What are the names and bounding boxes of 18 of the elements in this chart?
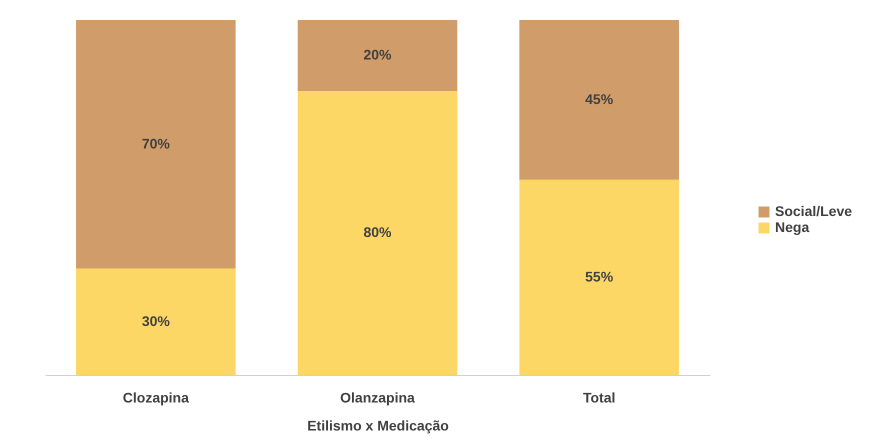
bar <box>298 91 458 375</box>
legend-label: Nega <box>775 219 810 235</box>
bar <box>519 20 679 180</box>
legend-label: Social/Leve <box>775 203 852 219</box>
data-label: 30% <box>142 312 170 329</box>
bar <box>76 20 236 268</box>
data-label: 55% <box>585 268 614 284</box>
bar <box>298 20 458 91</box>
x-tick-label: Olanzapina <box>340 390 416 406</box>
data-label: 20% <box>363 46 392 62</box>
x-tick-label: Clozapina <box>122 390 190 406</box>
data-label: 45% <box>585 90 614 107</box>
x-axis-title: Etilismo x Medicação <box>307 418 449 434</box>
data-label: 80% <box>363 224 392 240</box>
x-tick-label: Total <box>582 390 616 406</box>
data-label: 70% <box>142 135 170 152</box>
bar <box>519 180 679 375</box>
bar <box>76 268 236 375</box>
